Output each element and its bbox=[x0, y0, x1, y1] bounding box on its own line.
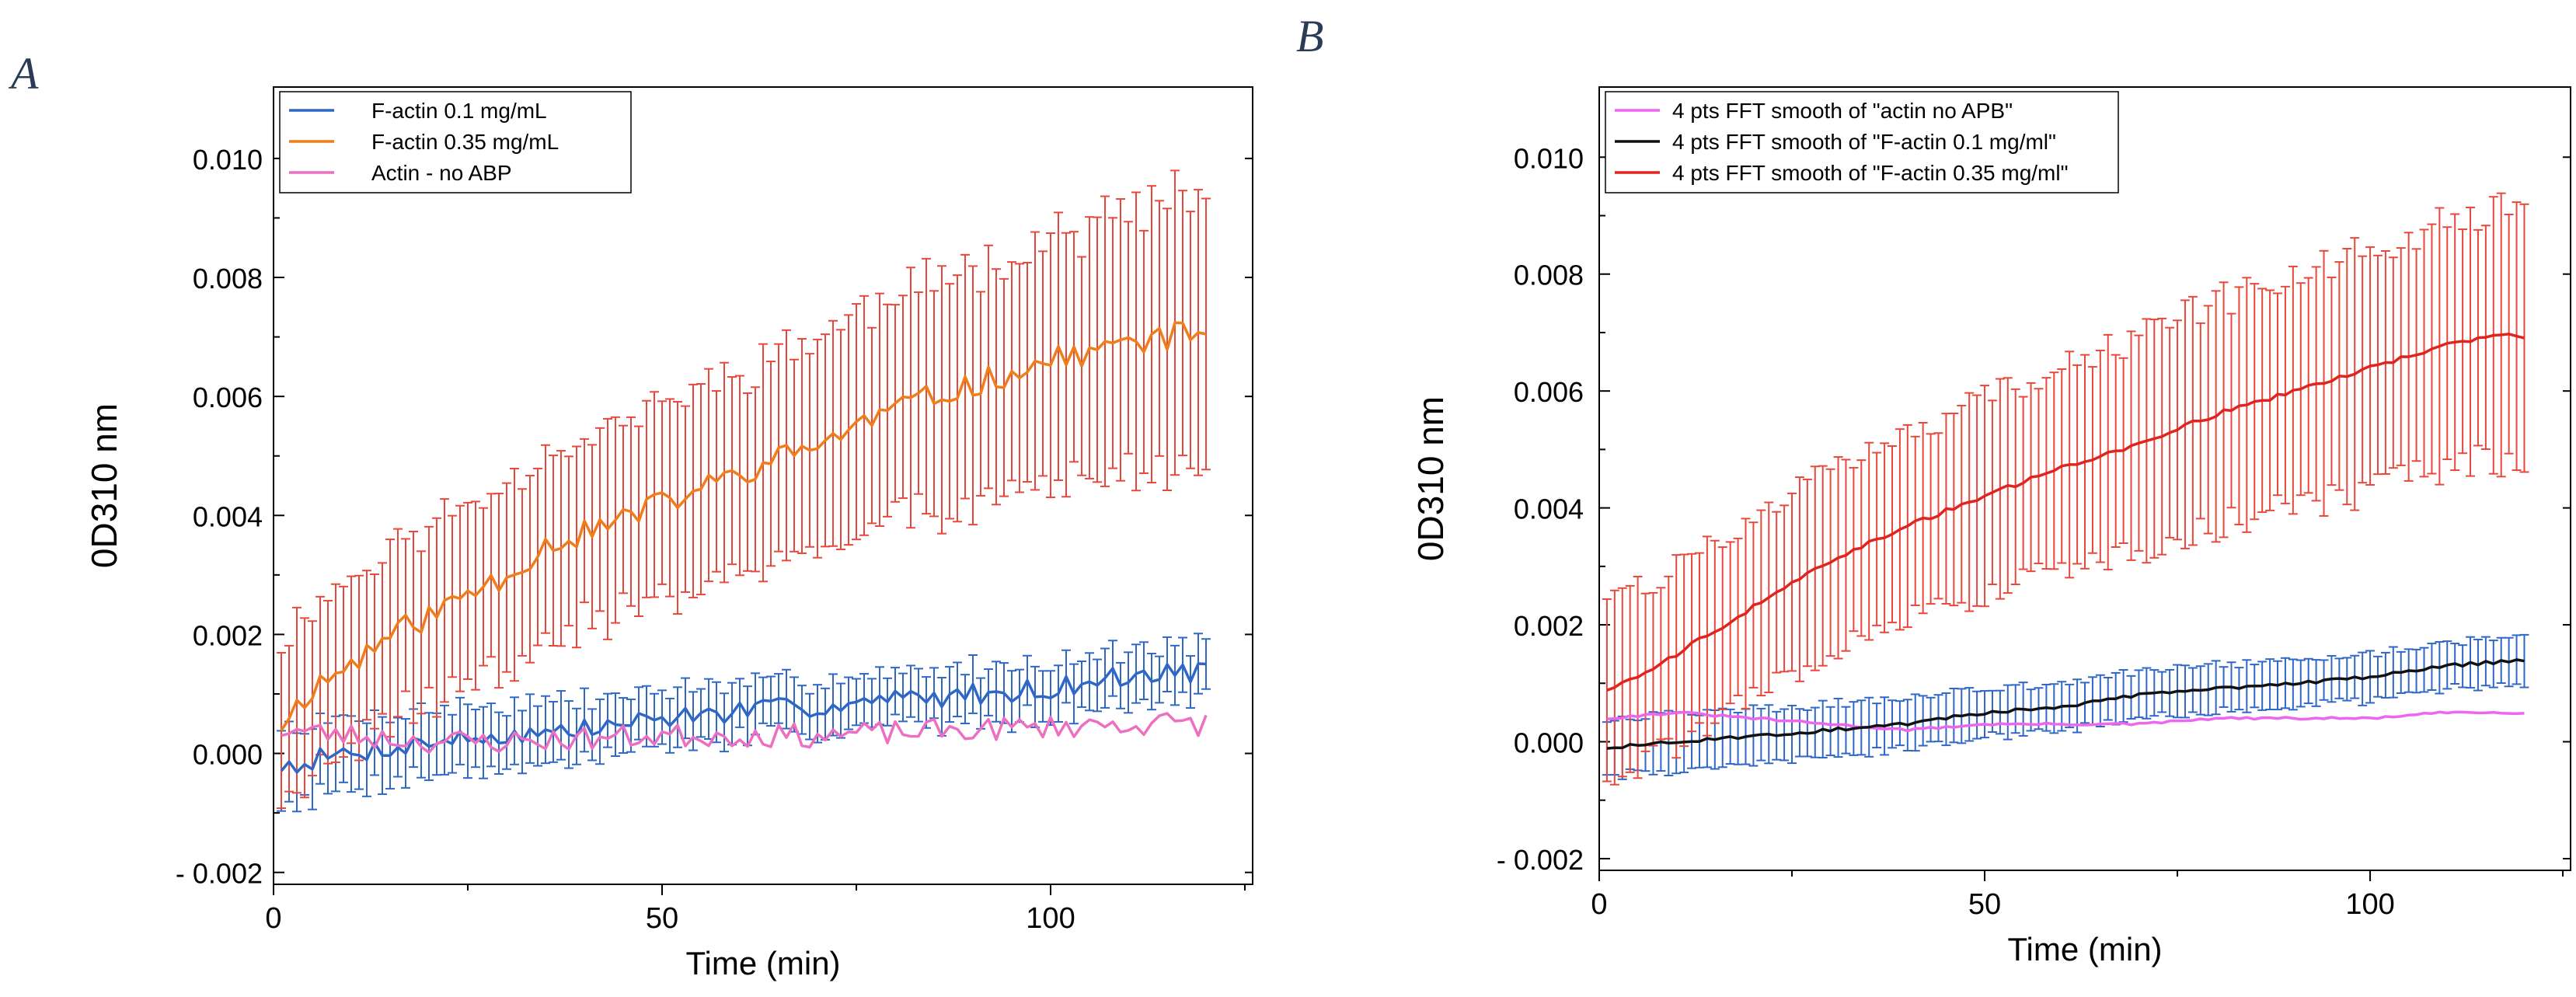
y-axis-title: 0D310 nm bbox=[84, 403, 124, 568]
y-tick-label: 0.002 bbox=[193, 619, 263, 651]
legend-box bbox=[279, 91, 632, 193]
errorbars-2 bbox=[1602, 192, 2529, 786]
legend-box bbox=[1605, 91, 2119, 193]
y-tick-label: 0.006 bbox=[193, 382, 263, 413]
series-line-0 bbox=[1606, 710, 2525, 733]
y-tick-label: 0.004 bbox=[193, 500, 263, 532]
legend-label: 4 pts FFT smooth of "F-actin 0.1 mg/ml" bbox=[1672, 130, 2056, 154]
x-tick-label: 0 bbox=[1591, 888, 1607, 921]
panel-b-letter: B bbox=[1296, 11, 1323, 61]
y-tick-label: 0.010 bbox=[1514, 142, 1584, 174]
y-tick-label: 0.008 bbox=[193, 263, 263, 295]
series-line-1 bbox=[1606, 658, 2525, 750]
plot-frame bbox=[1598, 86, 2571, 871]
legend-label: Actin - no ABP bbox=[371, 161, 512, 185]
y-tick-label: - 0.002 bbox=[1497, 844, 1584, 876]
y-axis-title: 0D310 nm bbox=[1410, 396, 1451, 561]
errorbars-1 bbox=[277, 169, 1211, 810]
panel-a-letter: A bbox=[8, 48, 39, 99]
x-tick-label: 50 bbox=[646, 902, 678, 935]
y-tick-label: 0.004 bbox=[1514, 493, 1584, 525]
legend-label: F-actin 0.35 mg/mL bbox=[371, 130, 559, 154]
x-tick-label: 100 bbox=[2345, 888, 2394, 921]
legend-label: F-actin 0.1 mg/mL bbox=[371, 99, 547, 123]
y-tick-label: 0.000 bbox=[193, 739, 263, 771]
series-line-1 bbox=[280, 321, 1207, 731]
y-tick-label: - 0.002 bbox=[176, 858, 263, 890]
x-tick-label: 50 bbox=[1968, 888, 2001, 921]
chart-a: - 0.002 0.000 0.002 0.004 0.006 0.008 0.010 0 50… bbox=[84, 86, 1253, 981]
y-tick-label: 0.002 bbox=[1514, 610, 1584, 642]
plot-frame bbox=[273, 86, 1253, 885]
series-line-0 bbox=[280, 662, 1207, 774]
y-tick-label: 0.008 bbox=[1514, 260, 1584, 291]
legend-label: 4 pts FFT smooth of "actin no APB" bbox=[1672, 99, 2013, 123]
y-tick-label: 0.000 bbox=[1514, 727, 1584, 759]
series-line-2 bbox=[1606, 333, 2525, 692]
x-axis-title: Time (min) bbox=[685, 945, 840, 981]
series-line-2 bbox=[281, 712, 1208, 755]
y-tick-label: 0.010 bbox=[193, 144, 263, 176]
chart-b: - 0.002 0.000 0.002 0.004 0.006 0.008 0.010 0 50… bbox=[1410, 86, 2571, 967]
legend-label: 4 pts FFT smooth of "F-actin 0.35 mg/ml" bbox=[1672, 161, 2069, 185]
y-tick-label: 0.006 bbox=[1514, 376, 1584, 408]
x-tick-label: 100 bbox=[1026, 902, 1075, 935]
x-tick-label: 0 bbox=[265, 902, 281, 935]
x-axis-title: Time (min) bbox=[2007, 931, 2162, 967]
